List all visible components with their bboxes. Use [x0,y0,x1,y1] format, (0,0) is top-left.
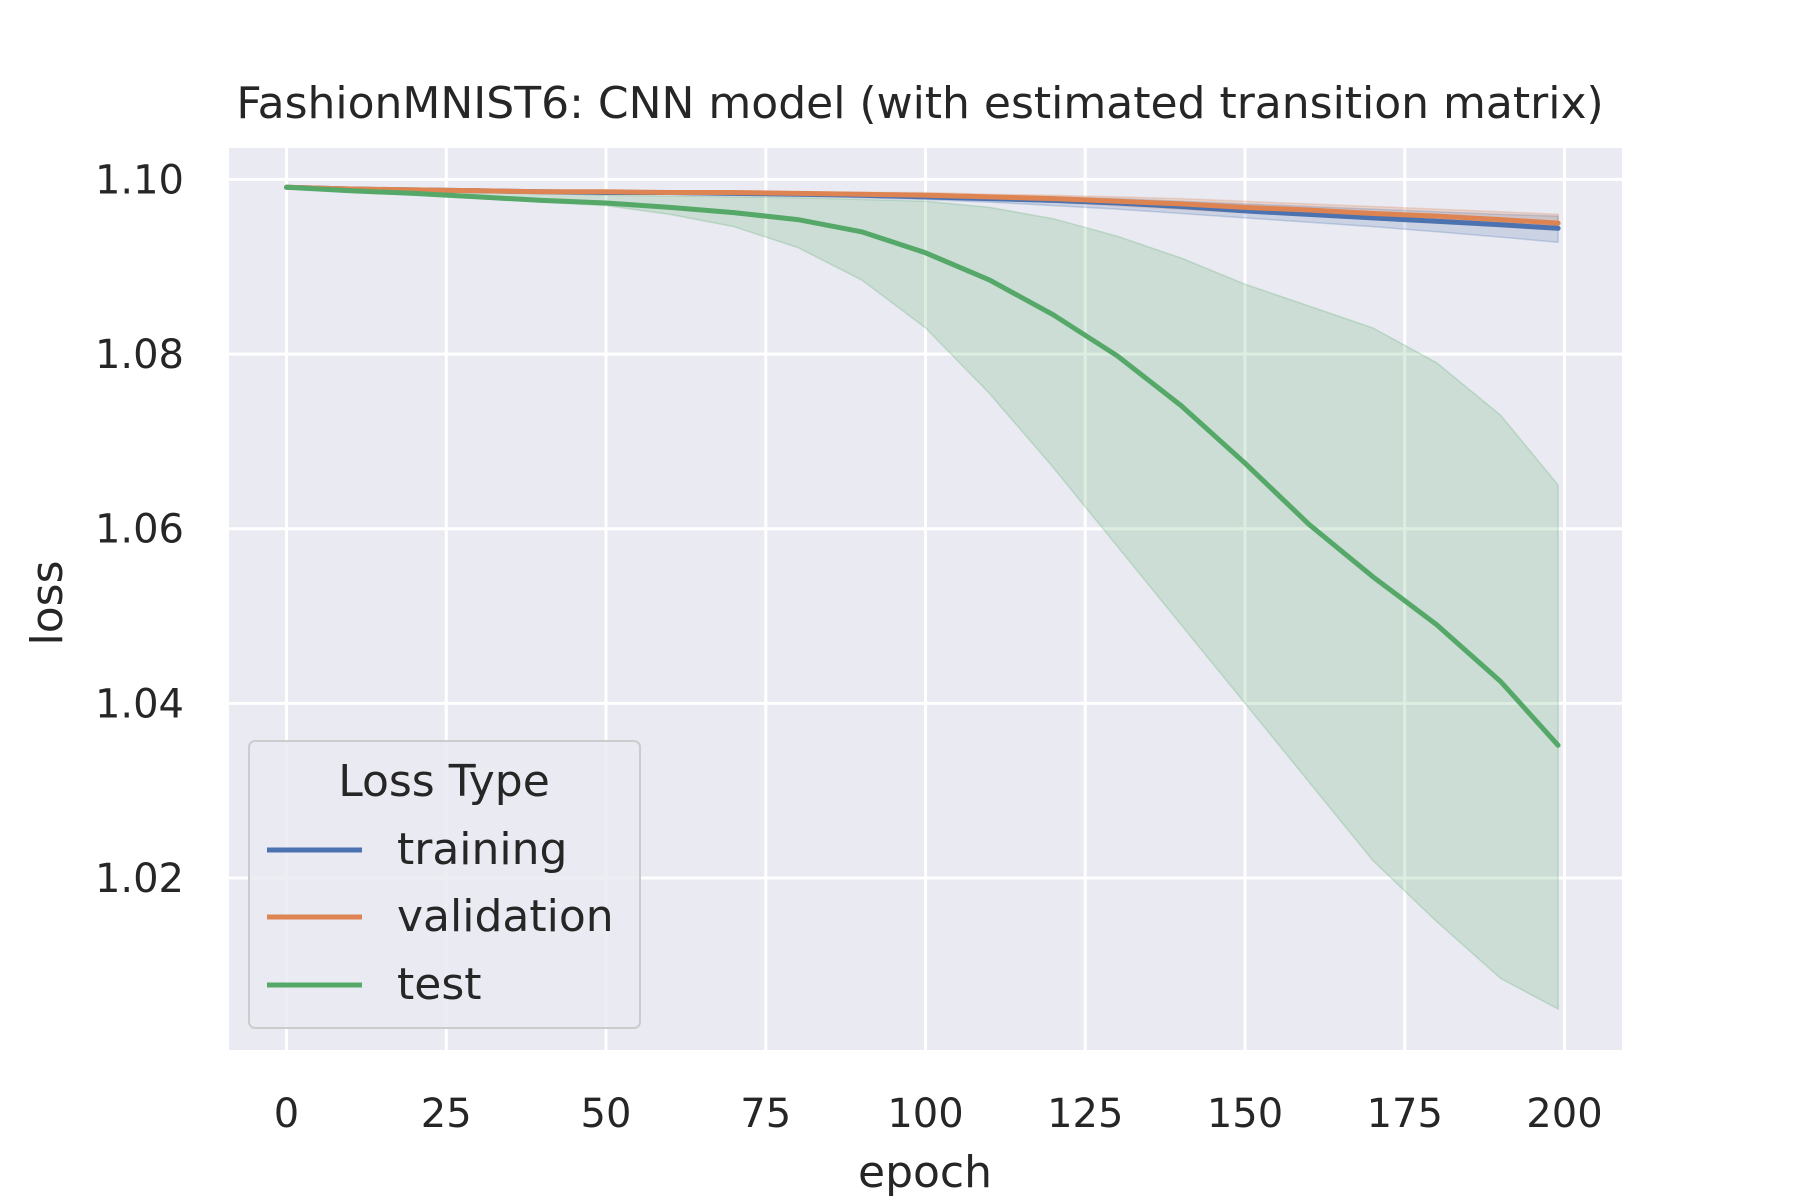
x-tick-label: 50 [581,1091,632,1137]
x-tick-label: 0 [274,1091,299,1137]
legend-label-test: test [397,959,482,1010]
y-tick-label: 1.06 [95,507,184,553]
legend-label-validation: validation [397,891,614,942]
grid [229,148,1622,1050]
legend-box [248,740,641,1029]
legend: Loss Type training validation test [248,740,641,1029]
x-tick-labels: 0 25 50 75 100 125 150 175 200 [274,1091,1603,1137]
y-tick-label: 1.02 [95,856,184,902]
x-axis-title: epoch [858,1147,992,1198]
legend-title: Loss Type [338,756,550,807]
line-validation [284,184,1561,226]
y-axis-title: loss [22,561,73,646]
y-tick-label: 1.08 [95,332,184,378]
x-tick-label: 25 [421,1091,472,1137]
x-tick-label: 200 [1526,1091,1602,1137]
y-tick-label: 1.10 [95,157,184,203]
band-test [285,185,1559,1011]
legend-label-training: training [397,824,567,875]
x-tick-label: 100 [887,1091,963,1137]
x-tick-label: 150 [1207,1091,1283,1137]
y-tick-label: 1.04 [95,681,184,727]
x-tick-label: 175 [1367,1091,1443,1137]
x-tick-label: 75 [740,1091,791,1137]
series-lines [284,184,1561,748]
chart-title: FashionMNIST6: CNN model (with estimated… [236,78,1603,129]
line-test [284,184,1561,748]
y-tick-labels: 1.02 1.04 1.06 1.08 1.10 [95,157,184,902]
x-tick-label: 125 [1047,1091,1123,1137]
